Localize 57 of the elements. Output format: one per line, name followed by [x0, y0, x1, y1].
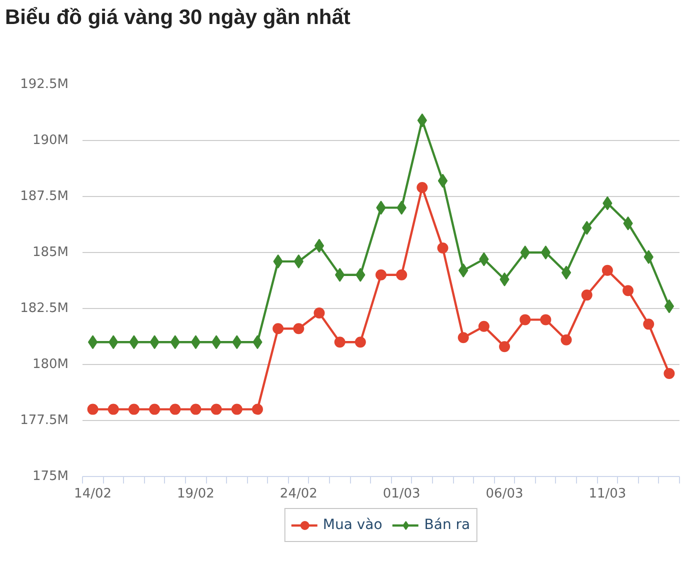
y-tick-label: 180M	[32, 357, 68, 372]
point	[334, 268, 345, 282]
point	[396, 269, 408, 280]
point	[190, 335, 201, 350]
x-tick-label: 06/03	[486, 486, 524, 502]
point	[272, 323, 284, 334]
point	[560, 334, 572, 346]
point	[231, 404, 242, 415]
point	[416, 182, 428, 194]
y-tick-label: 177.5M	[20, 413, 69, 428]
point	[87, 404, 98, 415]
x-tick-label: 19/02	[176, 486, 214, 502]
legend-label: Mua vào	[322, 517, 382, 533]
point	[664, 299, 674, 314]
point	[314, 238, 324, 253]
point	[478, 320, 490, 332]
point	[540, 314, 552, 326]
legend-label: Bán ra	[424, 517, 470, 533]
point	[88, 335, 98, 350]
point	[293, 323, 304, 334]
point	[417, 113, 428, 128]
x-tick-label: 11/03	[588, 486, 626, 502]
point	[170, 404, 181, 415]
x-tick-label: 24/02	[280, 486, 318, 502]
point	[561, 266, 572, 280]
point	[252, 404, 263, 415]
point	[540, 246, 551, 260]
point	[376, 269, 386, 280]
y-tick-label: 175M	[32, 469, 68, 484]
point	[622, 285, 634, 296]
x-tick-label: 14/02	[74, 486, 112, 502]
point	[602, 264, 613, 276]
point	[664, 368, 675, 379]
point	[190, 404, 202, 415]
point	[458, 332, 469, 344]
point	[438, 174, 448, 188]
point	[211, 335, 222, 350]
point	[643, 318, 654, 330]
y-tick-label: 190M	[32, 133, 68, 148]
point	[520, 314, 531, 326]
point	[128, 404, 140, 415]
point	[499, 341, 510, 352]
point	[581, 290, 592, 301]
x-tick-label: 01/03	[382, 486, 420, 502]
y-tick-label: 185M	[32, 245, 68, 260]
point	[149, 404, 160, 415]
point	[210, 404, 222, 415]
y-tick-label: 187.5M	[20, 189, 69, 204]
chart-title: Biểu đồ giá vàng 30 ngày gần nhất	[5, 6, 350, 30]
y-tick-label: 182.5M	[20, 301, 69, 316]
point	[108, 404, 119, 415]
point	[520, 246, 530, 260]
point	[437, 242, 448, 254]
point	[354, 336, 366, 348]
point	[314, 307, 325, 318]
point	[334, 336, 346, 348]
y-tick-label: 192.5M	[20, 77, 69, 92]
